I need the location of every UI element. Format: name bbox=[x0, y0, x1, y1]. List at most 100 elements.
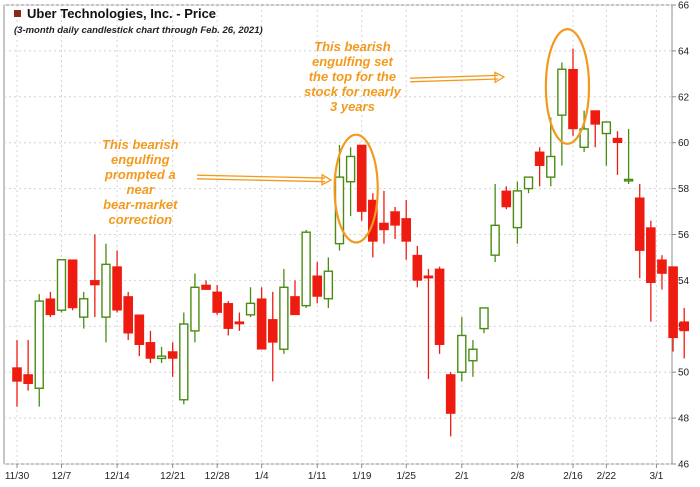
candle-body bbox=[568, 68, 578, 130]
x-tick-label: 2/22 bbox=[597, 471, 617, 482]
chart-subtitle: (3-month daily candlestick chart through… bbox=[14, 25, 263, 36]
candle-body bbox=[479, 307, 489, 330]
candle-body bbox=[67, 259, 78, 309]
annotation-line: engulfing bbox=[111, 152, 170, 167]
candle-up bbox=[34, 294, 44, 407]
candle-body bbox=[179, 323, 189, 401]
y-tick-label: 48 bbox=[678, 414, 690, 425]
arrow-head bbox=[321, 173, 333, 186]
y-tick-label: 60 bbox=[678, 138, 690, 149]
candle-up bbox=[468, 340, 478, 377]
candle-down bbox=[201, 280, 211, 290]
candle-up bbox=[323, 257, 334, 308]
x-tick-label: 1/11 bbox=[308, 471, 327, 482]
candle-down bbox=[134, 314, 145, 357]
candle-down bbox=[356, 144, 367, 221]
candle-down bbox=[234, 312, 245, 331]
candle-up bbox=[190, 273, 200, 343]
candle-down bbox=[423, 268, 434, 380]
candle-down bbox=[434, 266, 445, 354]
x-tick-label: 12/21 bbox=[160, 471, 185, 482]
candle-body bbox=[167, 351, 178, 359]
candle-body bbox=[245, 302, 256, 316]
candle-down bbox=[167, 342, 178, 377]
candle-body bbox=[212, 291, 222, 313]
candle-body bbox=[201, 284, 211, 290]
candle-body bbox=[56, 259, 67, 311]
candle-down bbox=[445, 372, 456, 437]
arrow-shaft bbox=[197, 174, 326, 179]
candle-down bbox=[634, 184, 645, 279]
candle-up bbox=[79, 291, 89, 329]
candle-body bbox=[190, 286, 200, 332]
candle-down bbox=[45, 291, 56, 318]
x-tick-label: 3/1 bbox=[649, 471, 663, 482]
candle-body bbox=[112, 266, 122, 311]
x-tick-label: 11/30 bbox=[5, 471, 30, 482]
annotation-line: near bbox=[126, 182, 155, 197]
candle-up bbox=[512, 181, 523, 244]
x-tick-label: 2/8 bbox=[510, 471, 524, 482]
candle-body bbox=[468, 348, 478, 362]
candle-down bbox=[401, 200, 412, 260]
candle-body bbox=[256, 298, 267, 350]
candle-body bbox=[267, 319, 278, 343]
candle-down bbox=[679, 307, 690, 359]
candle-down bbox=[212, 284, 222, 315]
highlight-ellipse bbox=[544, 28, 591, 145]
arrow-shaft bbox=[196, 178, 325, 183]
x-tick-label: 2/16 bbox=[563, 471, 583, 482]
candle-up bbox=[546, 117, 556, 187]
candle-body bbox=[679, 321, 690, 332]
candle-body bbox=[445, 374, 456, 414]
candle-body bbox=[490, 224, 500, 256]
candle-body bbox=[12, 367, 22, 382]
candle-body bbox=[379, 222, 389, 231]
x-tick-label: 12/28 bbox=[205, 471, 230, 482]
candle-body bbox=[45, 298, 56, 316]
y-tick-label: 58 bbox=[678, 184, 690, 195]
candle-body bbox=[590, 110, 601, 125]
candle-body bbox=[457, 334, 467, 373]
highlight-ellipse bbox=[333, 133, 379, 244]
candle-body bbox=[634, 197, 645, 251]
candle-up bbox=[479, 307, 489, 334]
candle-body bbox=[601, 121, 612, 135]
candle-down bbox=[267, 291, 278, 382]
x-tick-label: 2/1 bbox=[455, 471, 469, 482]
candle-body bbox=[623, 178, 634, 182]
candle-body bbox=[356, 144, 367, 212]
annotation-line: 3 years bbox=[330, 99, 375, 114]
candle-body bbox=[323, 270, 334, 300]
annotation-top: This bearish engulfing set the top for t… bbox=[304, 39, 401, 114]
candle-down bbox=[112, 250, 122, 313]
candle-body bbox=[412, 254, 423, 281]
candle-down bbox=[123, 291, 133, 341]
chart-header: Uber Technologies, Inc. - Price (3-month… bbox=[14, 6, 263, 36]
candle-up bbox=[623, 128, 634, 185]
candle-up bbox=[345, 147, 356, 217]
candle-down bbox=[223, 301, 234, 336]
annotation-correction: This bearish engulfing prompted a near b… bbox=[102, 137, 179, 227]
y-tick-label: 54 bbox=[678, 276, 690, 287]
candle-body bbox=[646, 227, 656, 283]
candle-down bbox=[534, 147, 545, 187]
x-tick-label: 12/14 bbox=[105, 471, 130, 482]
candle-body bbox=[434, 268, 445, 345]
x-tick-label: 12/7 bbox=[52, 471, 72, 482]
candle-up bbox=[557, 62, 567, 166]
candle-down bbox=[290, 280, 300, 316]
candle-up bbox=[245, 287, 256, 318]
candle-down bbox=[23, 340, 33, 391]
candle-body bbox=[557, 68, 567, 116]
candle-body bbox=[312, 275, 323, 297]
annotation-line: This bearish bbox=[314, 39, 391, 54]
y-tick-label: 62 bbox=[678, 92, 690, 103]
candle-up bbox=[101, 243, 111, 343]
candle-body bbox=[156, 355, 167, 360]
candle-body bbox=[579, 128, 589, 148]
candle-body bbox=[279, 286, 289, 350]
candle-down bbox=[646, 220, 656, 322]
candle-body bbox=[523, 176, 534, 190]
